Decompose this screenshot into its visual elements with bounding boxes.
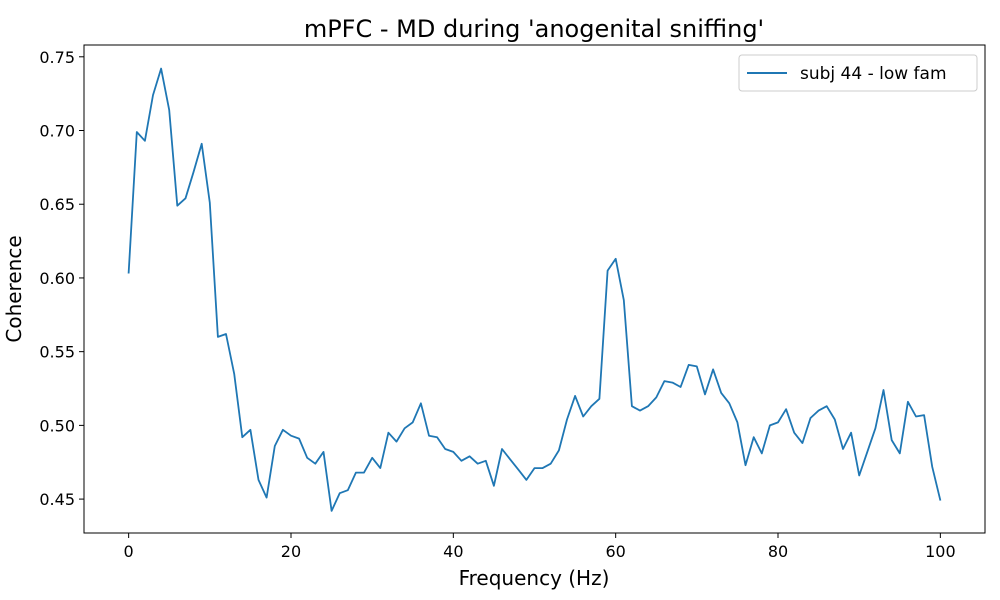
x-tick-label: 0	[124, 542, 134, 561]
y-tick-label: 0.65	[39, 195, 75, 214]
legend-frame	[738, 54, 978, 92]
x-tick-label: 80	[768, 542, 788, 561]
y-axis-label: Coherence	[2, 235, 26, 342]
y-tick-label: 0.60	[39, 269, 75, 288]
axes-frame	[83, 44, 986, 534]
x-tick-label: 60	[605, 542, 625, 561]
x-tick-label: 100	[925, 542, 956, 561]
series-line-0	[127, 67, 942, 512]
y-tick-label: 0.50	[39, 416, 75, 435]
x-axis-label: Frequency (Hz)	[459, 566, 610, 590]
x-tick-label: 40	[443, 542, 463, 561]
y-tick-label: 0.55	[39, 343, 75, 362]
plot-area: 0 20 40 60 80 100 0.45 0.50 0.55 0.60 0.65 0.70 0.75	[39, 44, 986, 561]
legend-label: subj 44 - low fam	[800, 64, 947, 84]
chart-title: mPFC - MD during 'anogenital sniffing'	[304, 15, 764, 43]
y-tick-label: 0.45	[39, 490, 75, 509]
legend: subj 44 - low fam	[738, 54, 978, 92]
y-tick-label: 0.75	[39, 48, 75, 67]
x-tick-label: 20	[281, 542, 301, 561]
y-tick-label: 0.70	[39, 122, 75, 141]
